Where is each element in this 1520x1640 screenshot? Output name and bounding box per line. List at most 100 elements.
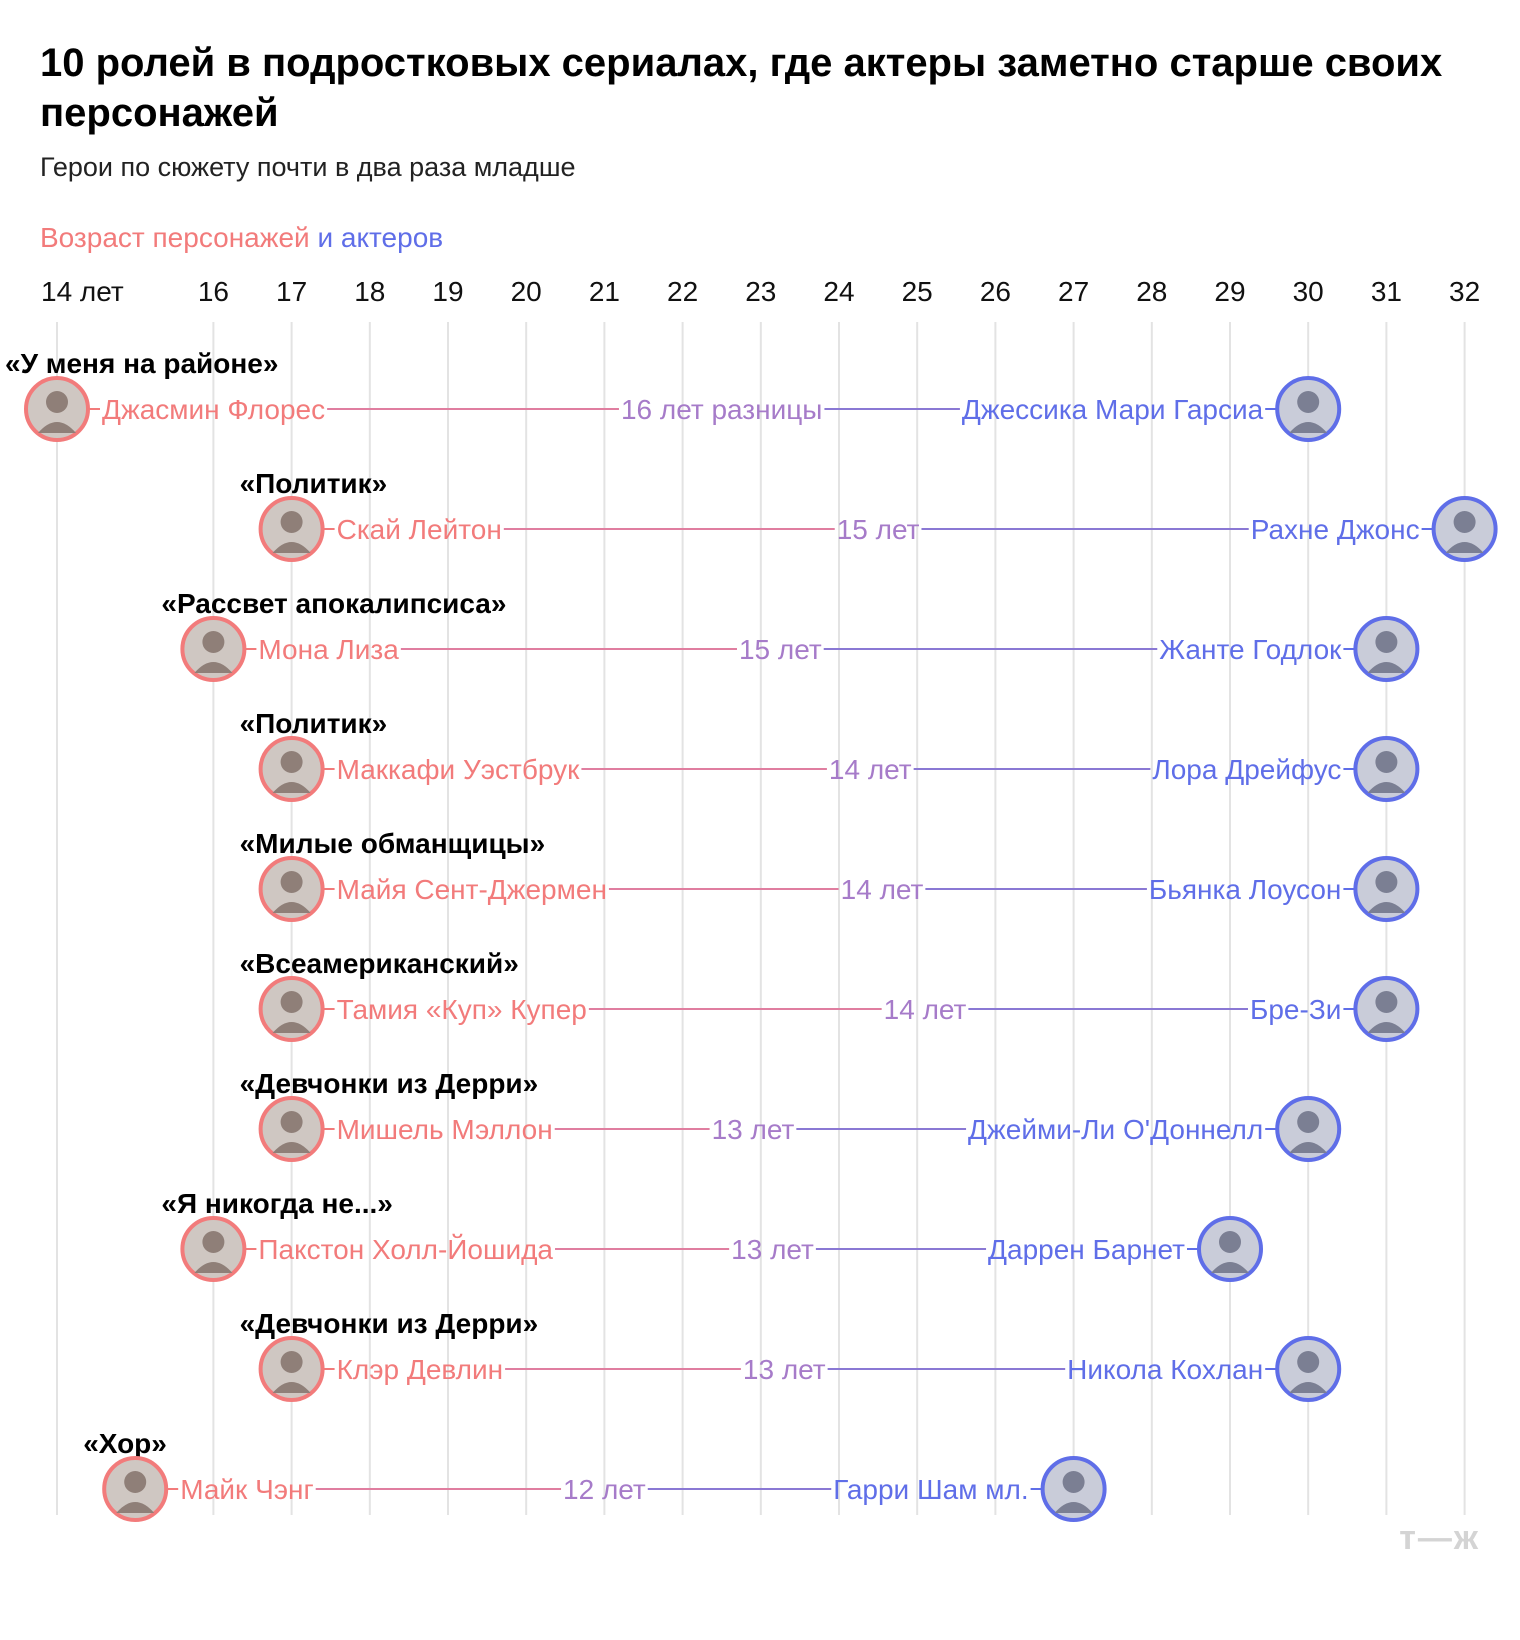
- character-name: Скай Лейтон: [337, 514, 502, 545]
- actor-name: Лора Дрейфус: [1152, 754, 1341, 785]
- show-title: «Милые обманщицы»: [240, 828, 546, 859]
- actor-avatar-body: [1445, 542, 1484, 553]
- actor-name: Бьянка Лоусон: [1149, 874, 1341, 905]
- actor-avatar-head: [1297, 1111, 1320, 1133]
- gap-label: 12 лет: [563, 1474, 646, 1505]
- character-avatar-body: [194, 662, 233, 673]
- character-avatar-head: [202, 631, 225, 653]
- actor-name: Никола Кохлан: [1067, 1354, 1263, 1385]
- gap-label: 15 лет: [739, 634, 822, 665]
- character-avatar-body: [38, 422, 76, 433]
- x-tick-label: 19: [432, 276, 463, 307]
- x-tick-label: 32: [1449, 276, 1480, 307]
- actor-avatar-body: [1289, 1382, 1328, 1393]
- gap-label: 13 лет: [743, 1354, 826, 1385]
- chart-subtitle: Герои по сюжету почти в два раза младше: [40, 152, 576, 182]
- x-tick-label: 30: [1293, 276, 1324, 307]
- show-title: «У меня на районе»: [5, 348, 278, 379]
- actor-avatar-body: [1211, 1262, 1249, 1273]
- character-avatar-head: [202, 1231, 225, 1253]
- actor-avatar-head: [1297, 1351, 1320, 1373]
- character-avatar-body: [272, 902, 311, 913]
- gap-label: 15 лет: [837, 514, 920, 545]
- character-name: Джасмин Флорес: [102, 394, 325, 425]
- actor-avatar-body: [1367, 902, 1406, 913]
- actor-avatar-head: [1219, 1231, 1241, 1253]
- character-avatar-body: [116, 1502, 155, 1513]
- actor-name: Бре-Зи: [1250, 994, 1341, 1025]
- character-name: Клэр Девлин: [337, 1354, 504, 1385]
- actor-name: Жанте Годлок: [1159, 634, 1342, 665]
- character-avatar-head: [46, 391, 68, 413]
- x-tick-label: 28: [1136, 276, 1167, 307]
- show-title: «Хор»: [83, 1428, 167, 1459]
- legend-characters: Возраст персонажей: [40, 222, 310, 253]
- x-tick-label: 27: [1058, 276, 1089, 307]
- actor-name: Гарри Шам мл.: [833, 1474, 1028, 1505]
- character-name: Майя Сент-Джермен: [337, 874, 607, 905]
- x-tick-label: 21: [589, 276, 620, 307]
- gap-label: 13 лет: [712, 1114, 795, 1145]
- actor-avatar-head: [1375, 751, 1398, 773]
- chart-title: 10 ролей в подростковых сериалах, где ак…: [40, 41, 1443, 135]
- actor-avatar-body: [1289, 422, 1328, 433]
- x-tick-label: 29: [1214, 276, 1245, 307]
- character-avatar-head: [280, 1351, 303, 1373]
- show-title: «Девчонки из Дерри»: [240, 1308, 539, 1339]
- character-name: Мона Лиза: [258, 634, 399, 665]
- actor-avatar-head: [1453, 511, 1476, 533]
- actor-name: Джессика Мари Гарсиа: [962, 394, 1264, 425]
- actor-avatar-body: [1054, 1502, 1093, 1513]
- character-avatar-head: [280, 991, 303, 1013]
- gap-label: 14 лет: [841, 874, 924, 905]
- actor-avatar-head: [1375, 991, 1398, 1013]
- actor-avatar-body: [1367, 782, 1406, 793]
- character-avatar-head: [280, 1111, 303, 1133]
- actor-avatar-head: [1375, 871, 1398, 893]
- show-title: «Я никогда не...»: [161, 1188, 392, 1219]
- legend: Возраст персонажей и актеров: [40, 222, 443, 254]
- character-avatar-body: [272, 1142, 311, 1153]
- legend-actors: и актеров: [317, 222, 444, 253]
- gap-label: 16 лет разницы: [621, 394, 822, 425]
- character-avatar-head: [280, 751, 303, 773]
- character-avatar-body: [272, 542, 311, 553]
- character-avatar-body: [272, 782, 311, 793]
- show-title: «Политик»: [240, 468, 388, 499]
- show-title: «Рассвет апокалипсиса»: [161, 588, 506, 619]
- x-tick-label: 18: [354, 276, 385, 307]
- x-tick-label: 14 лет: [41, 276, 124, 307]
- actor-avatar-head: [1062, 1471, 1085, 1493]
- x-tick-label: 31: [1371, 276, 1402, 307]
- actor-avatar-head: [1297, 391, 1320, 413]
- show-title: «Девчонки из Дерри»: [240, 1068, 539, 1099]
- show-title: «Всеамериканский»: [240, 948, 519, 979]
- character-avatar-head: [280, 871, 303, 893]
- character-avatar-body: [194, 1262, 233, 1273]
- character-name: Тамия «Куп» Купер: [337, 994, 587, 1025]
- character-avatar-body: [272, 1382, 311, 1393]
- x-tick-label: 25: [902, 276, 933, 307]
- character-name: Пакстон Холл-Йошида: [258, 1234, 553, 1265]
- character-avatar-head: [124, 1471, 147, 1493]
- x-tick-label: 16: [198, 276, 229, 307]
- x-tick-label: 17: [276, 276, 307, 307]
- x-tick-label: 22: [667, 276, 698, 307]
- gap-label: 14 лет: [884, 994, 967, 1025]
- actor-name: Рахне Джонс: [1251, 514, 1420, 545]
- x-tick-label: 26: [980, 276, 1011, 307]
- actor-avatar-body: [1289, 1142, 1328, 1153]
- x-tick-label: 24: [823, 276, 854, 307]
- show-title: «Политик»: [240, 708, 388, 739]
- gap-label: 13 лет: [731, 1234, 814, 1265]
- actor-avatar-head: [1375, 631, 1398, 653]
- character-avatar-body: [272, 1022, 311, 1033]
- actor-name: Джейми-Ли О'Доннелл: [968, 1114, 1263, 1145]
- actor-avatar-body: [1367, 1022, 1406, 1033]
- character-name: Маккафи Уэстбрук: [337, 754, 581, 785]
- gap-label: 14 лет: [829, 754, 912, 785]
- character-name: Мишель Мэллон: [337, 1114, 553, 1145]
- actor-avatar-body: [1367, 662, 1406, 673]
- x-tick-label: 23: [745, 276, 776, 307]
